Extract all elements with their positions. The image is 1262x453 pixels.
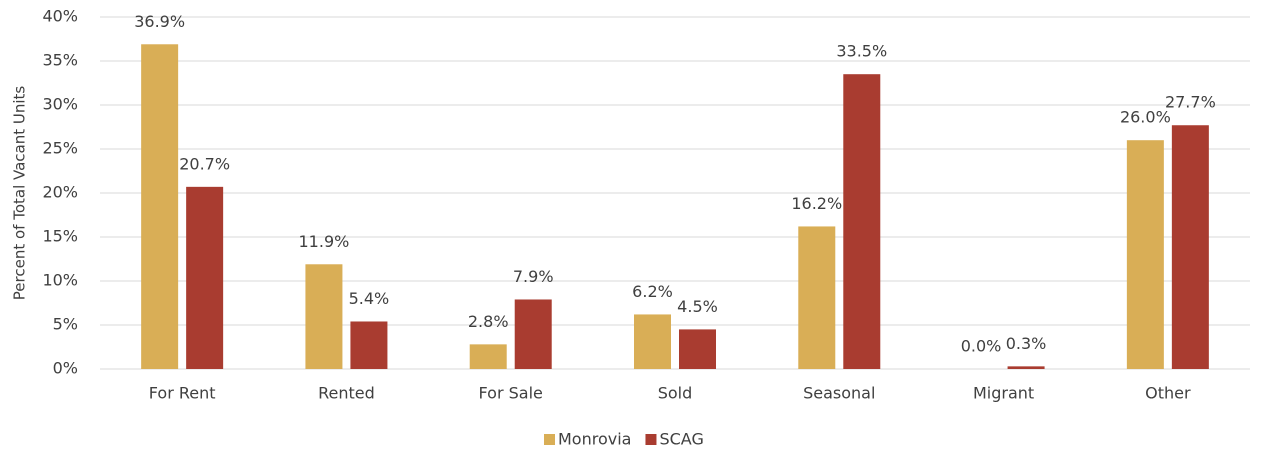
value-label: 2.8% <box>468 312 509 331</box>
bar <box>798 226 836 369</box>
x-tick-label: Seasonal <box>803 384 875 403</box>
value-label: 6.2% <box>632 282 673 301</box>
bar <box>141 44 179 369</box>
value-label: 27.7% <box>1165 93 1216 112</box>
y-tick-label: 5% <box>53 315 78 334</box>
bar <box>843 74 881 369</box>
y-axis-label: Percent of Total Vacant Units <box>11 86 29 301</box>
y-tick-label: 35% <box>42 51 78 70</box>
bar <box>514 299 552 369</box>
y-tick-label: 25% <box>42 139 78 158</box>
x-tick-label: Sold <box>658 384 693 403</box>
bar <box>186 186 224 369</box>
value-label: 20.7% <box>179 154 230 173</box>
value-label: 16.2% <box>791 194 842 213</box>
value-label: 36.9% <box>134 12 185 31</box>
x-tick-label: For Rent <box>149 384 216 403</box>
value-label: 4.5% <box>677 297 718 316</box>
bar <box>1171 125 1209 370</box>
bar <box>679 329 716 369</box>
bar <box>1007 366 1045 369</box>
y-tick-label: 15% <box>42 227 78 246</box>
bar <box>634 314 671 369</box>
y-tick-label: 20% <box>42 183 78 202</box>
value-label: 11.9% <box>299 232 350 251</box>
value-label: 0.0% <box>961 337 1002 356</box>
value-label: 26.0% <box>1120 108 1171 127</box>
bar <box>305 264 343 369</box>
value-label: 33.5% <box>836 42 887 61</box>
x-tick-label: For Sale <box>479 384 543 403</box>
x-tick-label: Migrant <box>973 384 1034 403</box>
x-tick-label: Other <box>1145 384 1191 403</box>
legend-swatch <box>544 434 555 445</box>
y-tick-label: 30% <box>42 95 78 114</box>
value-label: 0.3% <box>1006 334 1047 353</box>
value-label: 7.9% <box>513 267 554 286</box>
bar <box>469 344 507 369</box>
legend-label: SCAG <box>659 430 703 449</box>
x-tick-label: Rented <box>318 384 375 403</box>
bar <box>1126 140 1164 369</box>
legend-swatch <box>645 434 657 445</box>
value-label: 5.4% <box>349 289 390 308</box>
bar <box>350 321 388 369</box>
y-tick-label: 40% <box>42 7 78 26</box>
y-tick-label: 10% <box>42 271 78 290</box>
y-tick-label: 0% <box>53 359 78 378</box>
legend-label: Monrovia <box>558 430 631 449</box>
